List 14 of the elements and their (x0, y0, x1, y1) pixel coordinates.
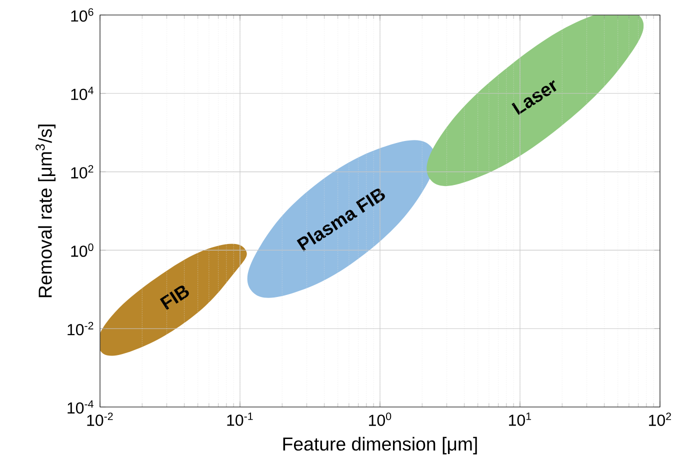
y-tick-label: 10$^{6}$ (71, 8, 94, 22)
x-tick-label: 10$^{1}$ (509, 412, 532, 426)
y-tick-label: 10$^{-4}$ (68, 400, 94, 414)
series-label: FIB (160, 286, 189, 310)
y-tick-label: 10$^{2}$ (71, 165, 94, 178)
y-axis-title: Removal rate [μm$^{3}$/s] (36, 124, 56, 298)
x-tick-label: 10$^{-1}$ (227, 412, 253, 426)
x-axis-title: Feature dimension [μm] (283, 436, 477, 454)
y-tick-label: 10$^{-2}$ (68, 322, 94, 336)
x-tick-label: 10$^{0}$ (369, 412, 392, 426)
x-tick-label: 10$^{2}$ (649, 412, 671, 426)
y-tick-label: 10$^{0}$ (71, 243, 94, 257)
x-tick-label: 10$^{-2}$ (87, 412, 113, 426)
y-tick-label: 10$^{4}$ (71, 86, 94, 100)
